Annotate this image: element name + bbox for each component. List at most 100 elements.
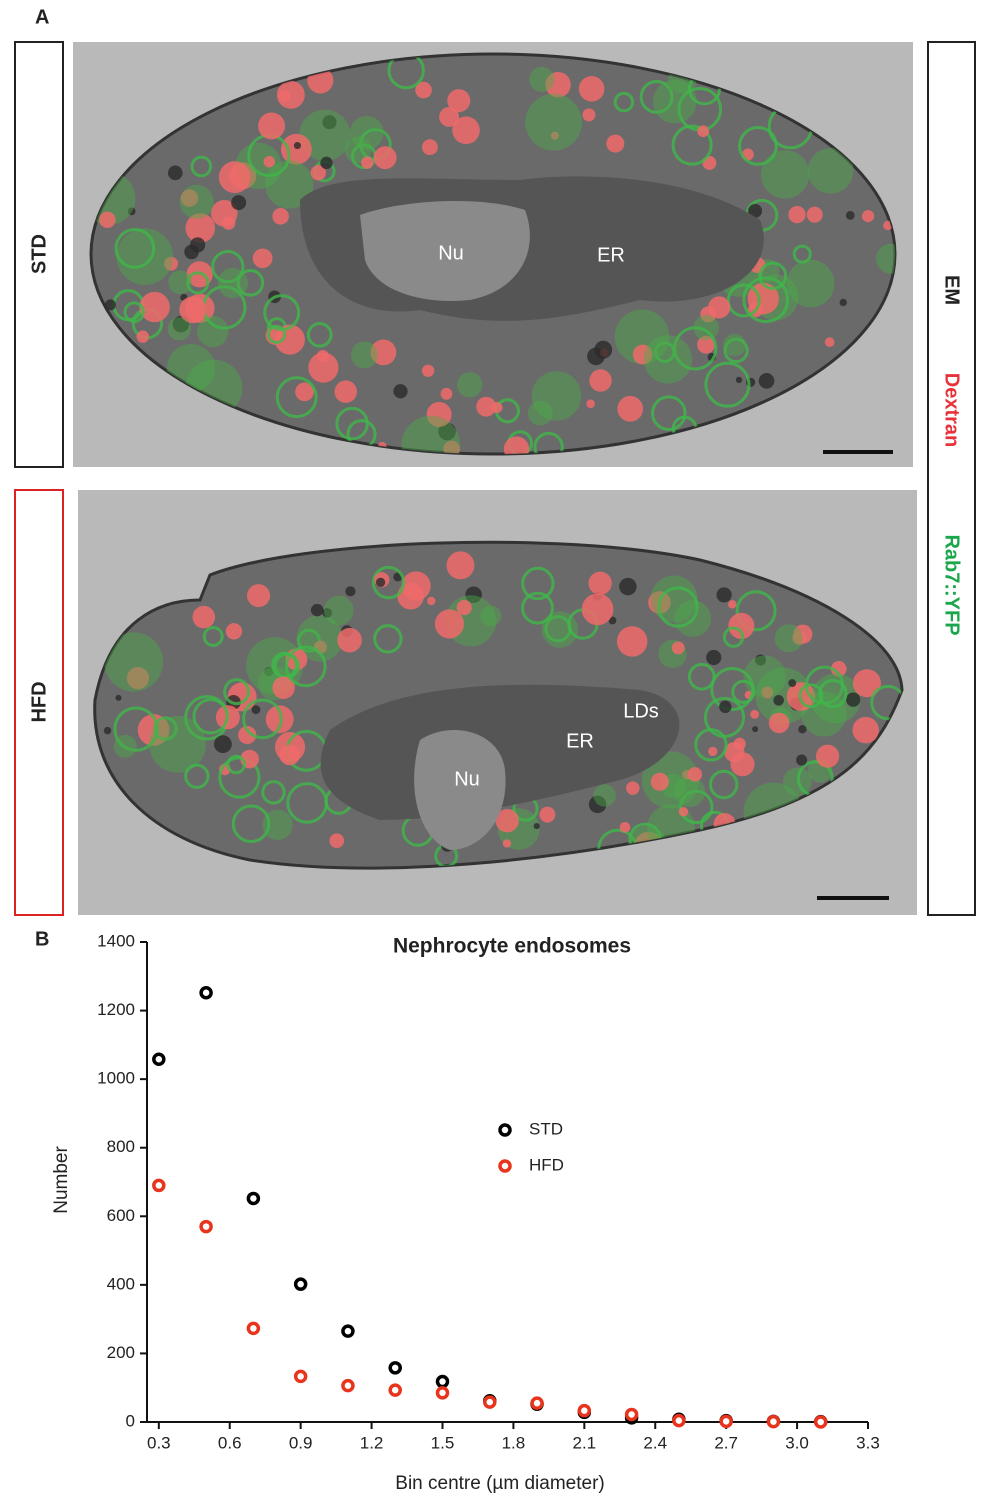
dextran-vesicle <box>264 156 275 167</box>
dextran-vesicle <box>374 146 397 169</box>
x-tick-label: 3.0 <box>785 1433 809 1452</box>
dextran-vesicle <box>825 337 835 347</box>
organelle <box>231 195 246 210</box>
green-patch <box>593 784 615 806</box>
organelle <box>798 725 806 733</box>
green-patch <box>168 270 192 294</box>
dextran-vesicle <box>769 713 790 734</box>
dextran-vesicle <box>491 402 502 413</box>
organelle <box>376 578 385 587</box>
green-patch <box>481 606 502 627</box>
data-point <box>390 1363 400 1373</box>
dextran-vesicle <box>137 330 149 342</box>
green-patch <box>525 94 582 151</box>
dextran-vesicle <box>672 641 685 654</box>
data-point <box>532 1398 542 1408</box>
y-tick-label: 800 <box>107 1137 135 1156</box>
x-tick-label: 2.7 <box>714 1433 738 1452</box>
organelle <box>716 587 731 602</box>
dextran-vesicle <box>279 745 300 766</box>
green-patch <box>180 185 214 219</box>
organelle <box>190 237 205 252</box>
x-tick-label: 1.5 <box>431 1433 455 1452</box>
organelle <box>594 341 612 359</box>
data-point <box>437 1377 447 1387</box>
dextran-vesicle <box>258 112 285 139</box>
dextran-vesicle <box>582 593 614 625</box>
panel-label: B <box>35 928 49 950</box>
annotation: Nu <box>454 768 480 790</box>
dextran-vesicle <box>728 600 736 608</box>
dextran-vesicle <box>446 551 474 579</box>
organelle <box>345 586 355 596</box>
organelle <box>752 726 758 732</box>
dextran-vesicle <box>317 350 329 362</box>
dextran-vesicle <box>651 773 669 791</box>
y-tick-label: 1200 <box>97 1000 135 1019</box>
y-tick-label: 0 <box>126 1411 135 1430</box>
organelle <box>773 695 784 706</box>
data-point <box>768 1417 778 1427</box>
organelle <box>796 754 807 765</box>
annotation: Nu <box>438 242 464 264</box>
x-tick-label: 1.8 <box>502 1433 526 1452</box>
data-point <box>674 1416 684 1426</box>
dextran-vesicle <box>582 108 595 121</box>
data-point <box>485 1397 495 1407</box>
dextran-vesicle <box>503 839 511 847</box>
dextran-vesicle <box>816 745 839 768</box>
dextran-vesicle <box>579 76 605 102</box>
dextran-vesicle <box>329 833 344 848</box>
channel-label: Dextran <box>941 373 963 447</box>
dextran-vesicle <box>192 606 215 629</box>
x-tick-label: 2.4 <box>643 1433 667 1452</box>
data-point <box>296 1371 306 1381</box>
organelle <box>105 299 116 310</box>
green-patch <box>197 316 228 347</box>
x-tick-label: 0.9 <box>289 1433 313 1452</box>
green-patch <box>744 655 786 697</box>
dextran-vesicle <box>679 807 689 817</box>
organelle <box>104 727 111 734</box>
data-point <box>343 1381 353 1391</box>
organelle <box>168 166 183 181</box>
organelle <box>311 604 324 617</box>
y-axis-label: Number <box>51 1146 72 1214</box>
dextran-vesicle <box>226 623 242 639</box>
green-patch <box>651 575 698 622</box>
legend-label: HFD <box>529 1155 564 1174</box>
dextran-vesicle <box>335 380 357 402</box>
dextran-vesicle <box>427 597 435 605</box>
green-patch <box>114 735 137 758</box>
data-point <box>248 1193 258 1203</box>
channel-box <box>928 42 975 915</box>
green-patch <box>117 228 174 285</box>
green-patch <box>775 624 803 652</box>
dextran-vesicle <box>422 139 438 155</box>
dextran-vesicle <box>626 781 639 794</box>
organelle <box>759 373 775 389</box>
dextran-vesicle <box>697 125 709 137</box>
row-label: HFD <box>28 681 50 722</box>
organelle <box>706 650 721 665</box>
organelle <box>294 142 301 149</box>
green-patch <box>529 67 554 92</box>
dextran-vesicle <box>402 571 431 600</box>
dextran-vesicle <box>139 292 169 322</box>
dextran-vesicle <box>219 161 251 193</box>
organelle <box>252 705 261 714</box>
data-point <box>390 1385 400 1395</box>
dextran-vesicle <box>620 822 631 833</box>
dextran-vesicle <box>606 135 624 153</box>
dextran-vesicle <box>272 208 289 225</box>
green-patch <box>350 116 384 150</box>
dextran-vesicle <box>708 747 717 756</box>
dextran-vesicle <box>617 626 647 656</box>
organelle <box>320 157 332 169</box>
green-patch <box>723 334 746 357</box>
dextran-vesicle <box>222 216 236 230</box>
y-tick-label: 1000 <box>97 1069 135 1088</box>
channel-label: Rab7::YFP <box>941 534 963 635</box>
dextran-vesicle <box>750 710 759 719</box>
organelle <box>846 211 855 220</box>
